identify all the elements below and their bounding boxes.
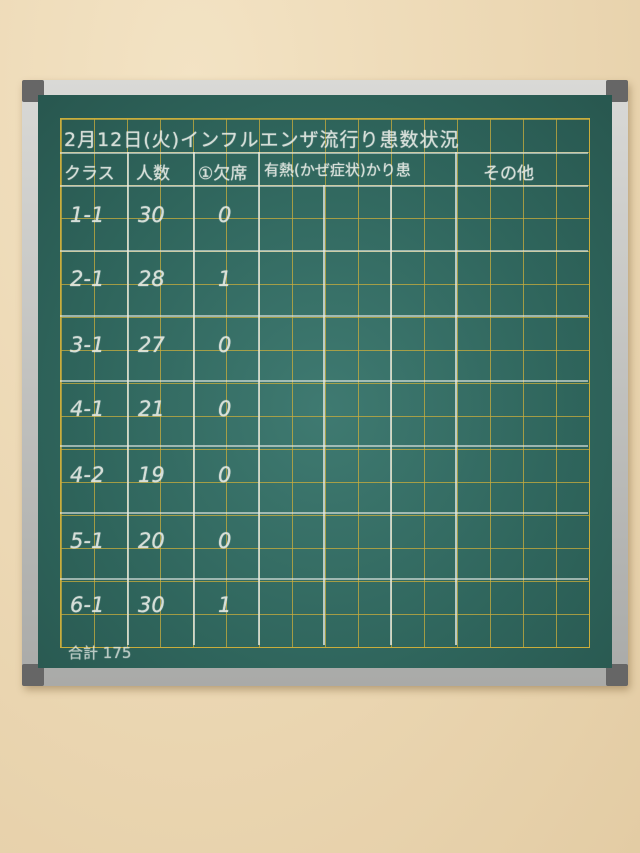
chalk-line: [258, 152, 260, 645]
chalk-line: [390, 185, 392, 645]
frame-corner: [22, 664, 44, 686]
whiteboard-frame: 2月12日(火)インフルエンザ流行り患数状況 クラス 人数 ①欠席 有熱(かぜ症…: [22, 80, 628, 686]
header-fever: 有熱(かぜ症状)かり患: [264, 161, 411, 179]
chalk-line: [455, 152, 457, 645]
row-absent: 0: [218, 397, 232, 421]
row-count: 30: [138, 203, 165, 227]
chalk-line: [193, 152, 195, 645]
chalkboard: 2月12日(火)インフルエンザ流行り患数状況 クラス 人数 ①欠席 有熱(かぜ症…: [38, 95, 612, 668]
board-title: 2月12日(火)インフルエンザ流行り患数状況: [64, 129, 460, 151]
chalk-line: [60, 152, 588, 154]
total-text: 合計 175: [68, 644, 132, 662]
row-absent: 0: [218, 463, 232, 487]
row-class: 2-1: [70, 267, 105, 291]
row-absent: 1: [218, 593, 232, 617]
row-count: 27: [138, 333, 165, 357]
row-class: 5-1: [70, 529, 105, 553]
row-absent: 0: [218, 333, 232, 357]
row-count: 28: [138, 267, 165, 291]
header-count: 人数: [136, 164, 170, 184]
row-class: 4-2: [70, 463, 105, 487]
row-count: 21: [138, 397, 165, 421]
row-class: 1-1: [70, 203, 105, 227]
row-class: 3-1: [70, 333, 105, 357]
row-count: 30: [138, 593, 165, 617]
row-absent: 0: [218, 203, 232, 227]
row-absent: 0: [218, 529, 232, 553]
row-count: 19: [138, 463, 165, 487]
frame-corner: [606, 664, 628, 686]
chalk-line: [323, 185, 325, 645]
row-class: 6-1: [70, 593, 105, 617]
grid: [60, 118, 590, 648]
header-class: クラス: [64, 164, 115, 184]
header-absent: ①欠席: [198, 164, 248, 184]
chalk-line: [127, 152, 129, 645]
row-class: 4-1: [70, 397, 105, 421]
row-absent: 1: [218, 267, 232, 291]
row-count: 20: [138, 529, 165, 553]
header-other: その他: [483, 164, 534, 184]
